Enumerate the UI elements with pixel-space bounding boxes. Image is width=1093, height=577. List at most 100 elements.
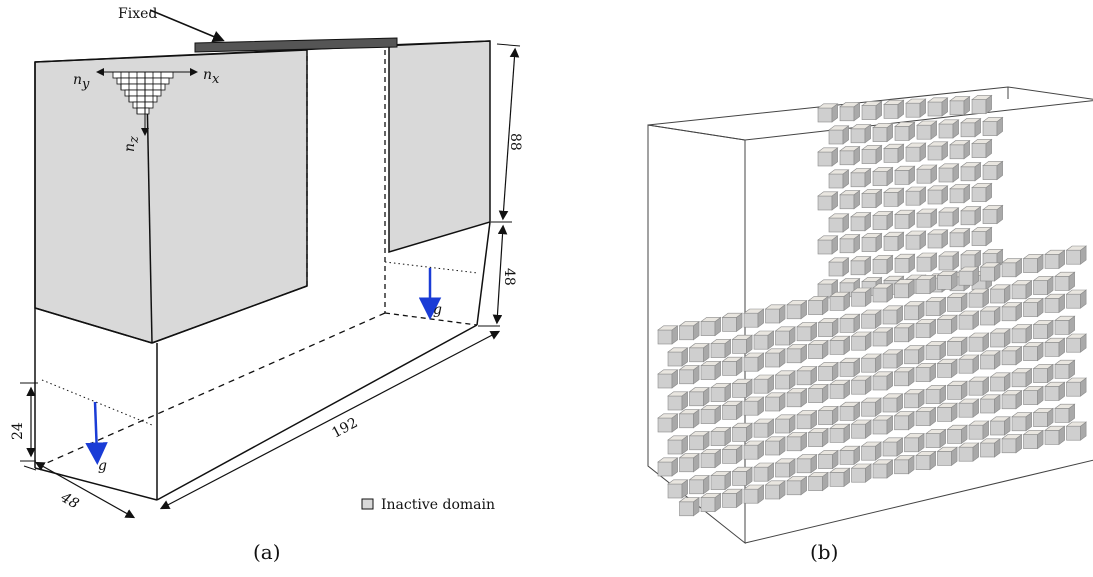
lattice-cell bbox=[936, 446, 958, 466]
lattice-cell bbox=[860, 397, 882, 417]
lattice-cell bbox=[958, 354, 980, 374]
lattice-cell bbox=[883, 231, 905, 251]
legend-label: Inactive domain bbox=[381, 497, 495, 513]
lattice-cell bbox=[982, 204, 1004, 225]
lattice-cell bbox=[850, 256, 872, 276]
lattice-cell bbox=[936, 314, 958, 334]
lattice-cell bbox=[1032, 407, 1054, 428]
lattice-cell bbox=[667, 391, 689, 411]
lattice-cell bbox=[850, 463, 872, 483]
lattice-cell bbox=[938, 207, 960, 227]
panel-b-render: (b) bbox=[647, 86, 1093, 564]
lattice-cell bbox=[829, 467, 851, 487]
lattice-cell bbox=[839, 313, 861, 333]
lattice-cell bbox=[829, 335, 851, 355]
lattice-cell bbox=[882, 437, 904, 457]
lattice-cell bbox=[949, 228, 971, 248]
lattice-cell bbox=[968, 420, 990, 440]
lattice-cell bbox=[1022, 429, 1044, 450]
lattice-cell bbox=[807, 427, 829, 448]
lattice-cell bbox=[968, 332, 990, 352]
lattice-cell bbox=[839, 357, 861, 377]
lattice-cell bbox=[979, 306, 1001, 326]
lattice-cell bbox=[989, 416, 1011, 436]
gravity-label-right: g bbox=[433, 302, 442, 318]
lattice-cell bbox=[786, 388, 808, 408]
lattice-cell bbox=[916, 164, 938, 184]
lattice-cell bbox=[850, 212, 872, 232]
lattice-cell bbox=[958, 266, 980, 286]
lattice-cell bbox=[753, 418, 775, 438]
lattice-cell bbox=[721, 312, 743, 332]
lattice-cell bbox=[916, 252, 938, 272]
lattice-cell bbox=[1065, 245, 1087, 265]
lattice-cell bbox=[971, 138, 993, 159]
legend-swatch bbox=[361, 498, 374, 510]
lattice-cell bbox=[893, 279, 915, 299]
lattice-cell bbox=[971, 182, 993, 203]
lattice-cell bbox=[936, 358, 958, 378]
lattice-cell bbox=[872, 415, 894, 435]
lattice-cell bbox=[774, 370, 796, 390]
lattice-cell bbox=[894, 253, 916, 273]
lattice-cell bbox=[657, 413, 679, 433]
lattice-cell bbox=[667, 479, 689, 499]
lattice-cell bbox=[916, 120, 938, 140]
lattice-cell bbox=[1044, 381, 1066, 401]
lattice-cell bbox=[850, 168, 872, 188]
lattice-cell bbox=[1011, 412, 1033, 432]
lattice-cell bbox=[1065, 377, 1087, 397]
lattice-cell bbox=[872, 122, 894, 143]
lattice-cell bbox=[860, 309, 882, 329]
lattice-cell bbox=[1044, 337, 1066, 357]
lattice-cell bbox=[688, 343, 710, 363]
lattice-cell bbox=[1044, 249, 1066, 269]
lattice-cell bbox=[829, 291, 851, 311]
lattice-cell bbox=[731, 378, 753, 398]
lattice-cell bbox=[883, 99, 905, 120]
lattice-cell bbox=[894, 121, 916, 141]
lattice-cell bbox=[958, 398, 980, 418]
lattice-cell bbox=[960, 162, 982, 182]
lattice-cell bbox=[710, 470, 732, 491]
lattice-cell bbox=[657, 369, 679, 389]
lattice-cell bbox=[925, 340, 947, 361]
lattice-cell bbox=[979, 438, 1001, 458]
lattice-cell bbox=[989, 372, 1011, 392]
lattice-cell bbox=[839, 101, 861, 122]
lattice-cell bbox=[860, 441, 882, 461]
lattice-cell bbox=[915, 318, 937, 339]
inactive-domain-left bbox=[34, 49, 308, 344]
caption-b: (b) bbox=[810, 540, 838, 564]
lattice-cell bbox=[743, 396, 765, 416]
lattice-cell bbox=[872, 459, 894, 479]
lattice-cell bbox=[927, 229, 949, 249]
lattice-cell bbox=[979, 350, 1001, 370]
lattice-cell bbox=[753, 462, 775, 482]
lattice-cell bbox=[657, 325, 679, 345]
lattice-cell bbox=[1065, 333, 1087, 353]
lattice-cell bbox=[982, 160, 1004, 181]
lattice-cell bbox=[817, 103, 839, 123]
fixed-plate bbox=[194, 37, 398, 53]
lattice-cell bbox=[882, 305, 904, 325]
lattice-cell bbox=[753, 374, 775, 394]
lattice-cell bbox=[915, 406, 937, 427]
lattice-cell bbox=[721, 488, 743, 508]
lattice-cell bbox=[872, 327, 894, 347]
lattice-cell bbox=[946, 380, 968, 400]
lattice-cell bbox=[774, 414, 796, 434]
inactive-domain-right bbox=[388, 40, 491, 254]
lattice-cell bbox=[721, 444, 743, 464]
lattice-cell bbox=[968, 288, 990, 308]
lattice-cell bbox=[817, 361, 839, 382]
lattice-cell bbox=[1022, 297, 1044, 318]
lattice-cell bbox=[979, 394, 1001, 414]
lattice-cell bbox=[807, 295, 829, 316]
lattice-cell bbox=[916, 208, 938, 228]
lattice-cell bbox=[850, 287, 872, 307]
lattice-cell bbox=[1044, 293, 1066, 313]
lattice-cell bbox=[839, 401, 861, 421]
lattice-cell bbox=[938, 163, 960, 183]
lattice-cell bbox=[839, 445, 861, 465]
